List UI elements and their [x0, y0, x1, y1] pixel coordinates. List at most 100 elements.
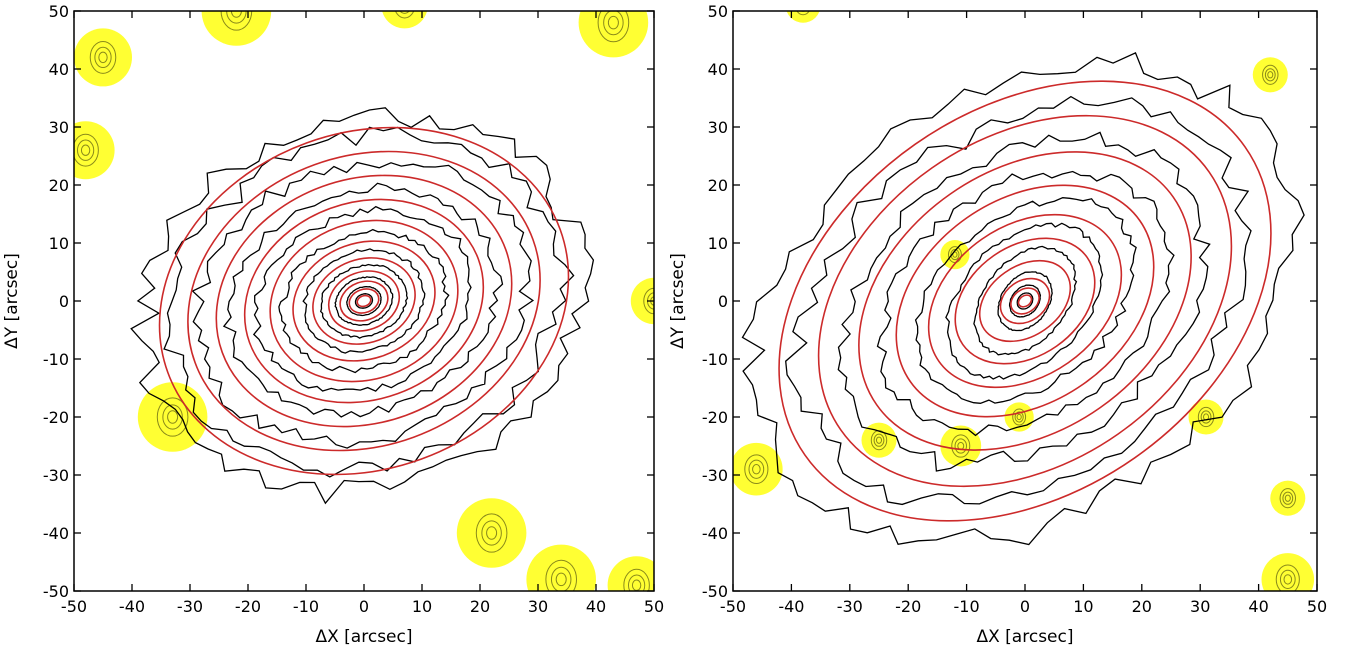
left-mask-4-contour-0	[74, 133, 99, 167]
right-mask-3-contour-1	[873, 433, 885, 447]
left-mask-3-contour-0	[89, 40, 117, 74]
left-ellipses-layer	[158, 126, 570, 476]
right-y-tick-label-0: -50	[702, 582, 728, 601]
right-x-tick-label-5: 0	[1020, 597, 1030, 616]
right-mask-8	[1270, 480, 1306, 516]
left-y-tick-label-0: -50	[43, 582, 69, 601]
right-fit-ellipse-6	[895, 184, 1155, 418]
right-y-tick-label-8: 30	[708, 118, 728, 137]
left-fit-ellipse-0	[356, 294, 372, 308]
left-fit-ellipse-8	[215, 174, 513, 428]
right-isophote-0	[1016, 292, 1034, 310]
right-x-tick-label-4: -10	[954, 597, 980, 616]
right-mask-7	[733, 442, 783, 496]
right-x-tick-label-6: 10	[1073, 597, 1093, 616]
left-mask-4-contour-2	[80, 144, 91, 156]
left-mask-6-contour-1	[162, 404, 183, 430]
left-mask-1	[382, 11, 428, 29]
right-x-tick-label-1: -40	[778, 597, 804, 616]
left-mask-1-contour-0	[394, 11, 415, 19]
left-fit-ellipse-7	[243, 198, 485, 404]
right-mask-9-contour-2	[1283, 574, 1293, 585]
right-isophote-3	[973, 245, 1078, 356]
right-mask-5-contour-2	[1016, 413, 1022, 421]
left-mask-0-contour-2	[230, 11, 242, 18]
right-mask-0-contour-1	[800, 11, 806, 12]
right-mask-6-contour-1	[1200, 410, 1212, 424]
left-y-tick-label-3: -20	[43, 408, 69, 427]
right-y-tick-label-4: -10	[702, 350, 728, 369]
left-x-tick-label-8: 30	[528, 597, 548, 616]
right-fit-ellipse-4	[954, 237, 1096, 365]
left-mask-2-contour-0	[597, 11, 630, 43]
right-y-ticks: -50 -40 -30 -20 -10 0 10 20 30 40 50	[702, 2, 1317, 601]
right-isophote-9	[741, 52, 1305, 546]
left-mask-9	[607, 556, 654, 591]
right-mask-7-contour-0	[744, 454, 769, 485]
left-fit-ellipse-4	[312, 257, 416, 345]
right-isophotes-layer	[741, 52, 1305, 546]
left-mask-8-contour-2	[555, 572, 567, 587]
left-mask-0-contour-0	[220, 11, 253, 31]
right-isophote-1	[1008, 284, 1042, 318]
right-mask-7-contour-2	[752, 464, 761, 475]
right-isophote-5	[914, 197, 1137, 404]
right-mask-3	[861, 422, 897, 458]
left-mask-4-contour-1	[76, 139, 95, 161]
left-y-tick-label-2: -30	[43, 466, 69, 485]
left-y-tick-label-7: 20	[49, 176, 69, 195]
left-fit-ellipse-10	[158, 126, 570, 476]
right-mask-9	[1261, 553, 1315, 591]
left-y-tick-label-9: 40	[49, 60, 69, 79]
right-mask-4	[940, 425, 982, 467]
left-mask-7	[456, 498, 527, 568]
right-mask-5	[1004, 402, 1034, 432]
right-isophote-6	[876, 170, 1175, 437]
right-fit-ellipse-9	[778, 80, 1272, 522]
left-panel: -50 -40 -30 -20 -10 0 10 20 30 40 50 -50-40-30-20-…	[2, 2, 664, 647]
right-fit-ellipse-1	[1010, 287, 1040, 315]
left-fit-ellipse-6	[269, 219, 459, 383]
left-mask-8	[526, 544, 596, 591]
left-isophote-2	[334, 276, 394, 326]
right-fit-ellipse-2	[999, 277, 1051, 325]
left-isophotes-layer	[130, 107, 595, 505]
left-mask-7-contour-0	[475, 513, 508, 553]
right-isophote-4	[945, 222, 1104, 380]
right-fit-ellipse-0	[1017, 294, 1033, 308]
left-mask-2-contour-1	[603, 11, 624, 36]
left-mask-3-contour-2	[98, 51, 108, 64]
right-y-tick-label-10: 50	[708, 2, 728, 21]
left-x-axis-title: ΔX [arcsec]	[316, 627, 413, 647]
right-ellipses-layer	[778, 80, 1272, 522]
right-y-axis-title: ΔY [arcsec]	[668, 253, 688, 349]
left-x-tick-label-3: -20	[235, 597, 261, 616]
left-mask-3-contour-1	[94, 46, 112, 69]
left-isophote-7	[222, 182, 504, 418]
right-mask-5-contour-1	[1014, 411, 1024, 423]
right-x-tick-label-2: -30	[837, 597, 863, 616]
left-fit-ellipse-1	[348, 288, 380, 314]
left-mask-8-contour-1	[550, 566, 572, 591]
right-x-tick-label-8: 30	[1190, 597, 1210, 616]
right-mask-9-contour-0	[1275, 564, 1300, 591]
right-mask-1-contour-2	[1267, 71, 1274, 79]
left-x-tick-label-10: 50	[644, 597, 664, 616]
right-mask-1-contour-1	[1264, 68, 1276, 82]
left-y-axis-title: ΔY [arcsec]	[2, 253, 22, 349]
left-isophote-1	[346, 285, 382, 317]
right-y-tick-label-3: -20	[702, 408, 728, 427]
left-mask-0-contour-1	[226, 11, 247, 24]
left-mask-4	[74, 121, 115, 180]
right-masks-layer	[733, 2, 1315, 591]
right-mask-0-contour-2	[801, 2, 806, 8]
right-x-ticks: -50 -40 -30 -20 -10 0 10 20 30 40 50	[720, 11, 1327, 616]
right-plot-area	[733, 2, 1315, 591]
left-mask-8-contour-0	[545, 559, 578, 591]
right-x-tick-label-0: -50	[720, 597, 746, 616]
left-fit-ellipse-5	[292, 240, 436, 362]
left-x-tick-label-0: -50	[61, 597, 87, 616]
left-isophote-6	[252, 205, 472, 392]
left-mask-7-contour-1	[481, 520, 502, 546]
